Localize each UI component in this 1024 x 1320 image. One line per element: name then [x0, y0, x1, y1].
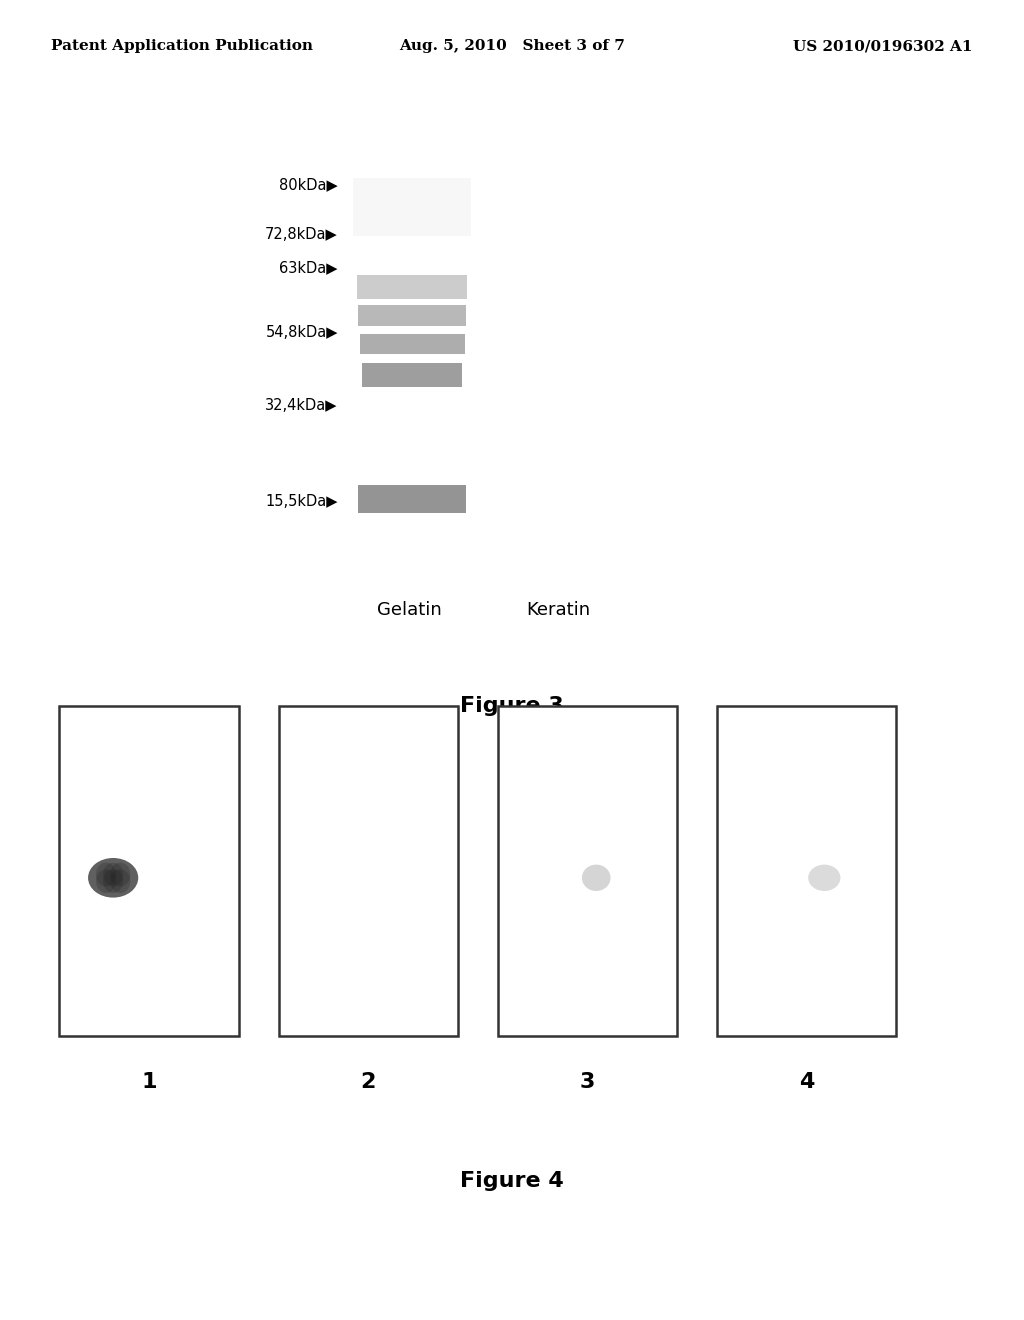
Text: Figure 3: Figure 3	[460, 696, 564, 717]
Bar	[498, 706, 677, 1036]
Text: 15,5kDa▶: 15,5kDa▶	[265, 494, 338, 510]
Bar	[358, 484, 466, 513]
Text: 4: 4	[799, 1072, 814, 1092]
Bar	[357, 275, 467, 298]
Text: 1: 1	[141, 1072, 157, 1092]
Text: 54,8kDa▶: 54,8kDa▶	[265, 325, 338, 341]
Text: 63kDa▶: 63kDa▶	[280, 260, 338, 276]
Ellipse shape	[808, 865, 841, 891]
Ellipse shape	[111, 863, 130, 887]
Bar	[358, 305, 466, 326]
Bar	[353, 178, 471, 236]
Ellipse shape	[96, 863, 116, 887]
Ellipse shape	[103, 870, 123, 892]
Ellipse shape	[96, 870, 116, 892]
Text: 2: 2	[360, 1072, 376, 1092]
Text: Figure 4: Figure 4	[460, 1171, 564, 1192]
Text: 80kDa▶: 80kDa▶	[280, 177, 338, 193]
Text: 72,8kDa▶: 72,8kDa▶	[265, 227, 338, 243]
Text: 32,4kDa▶: 32,4kDa▶	[265, 397, 338, 413]
Text: US 2010/0196302 A1: US 2010/0196302 A1	[794, 40, 973, 53]
Text: Aug. 5, 2010   Sheet 3 of 7: Aug. 5, 2010 Sheet 3 of 7	[399, 40, 625, 53]
Bar	[362, 363, 462, 387]
Text: 3: 3	[580, 1072, 595, 1092]
Ellipse shape	[111, 870, 130, 892]
Text: Patent Application Publication: Patent Application Publication	[51, 40, 313, 53]
Bar	[59, 706, 239, 1036]
Ellipse shape	[88, 858, 138, 898]
Ellipse shape	[582, 865, 610, 891]
Text: Gelatin: Gelatin	[377, 601, 442, 619]
Ellipse shape	[103, 863, 123, 887]
Bar	[279, 706, 458, 1036]
Bar	[717, 706, 896, 1036]
Text: Keratin: Keratin	[526, 601, 590, 619]
Bar	[359, 334, 465, 354]
